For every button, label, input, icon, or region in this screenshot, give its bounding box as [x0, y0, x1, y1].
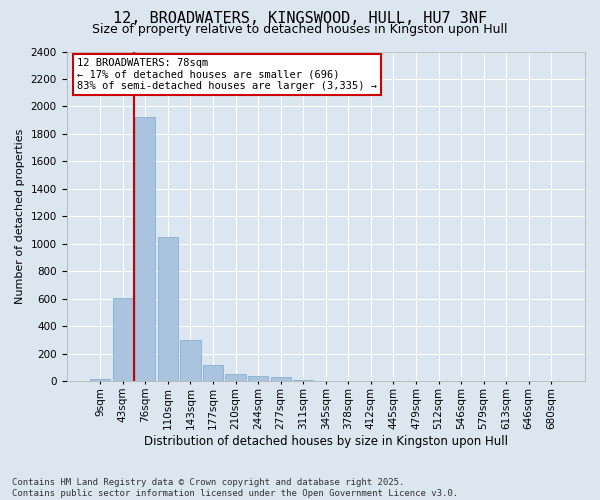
Text: 12, BROADWATERS, KINGSWOOD, HULL, HU7 3NF: 12, BROADWATERS, KINGSWOOD, HULL, HU7 3N…	[113, 11, 487, 26]
Text: Contains HM Land Registry data © Crown copyright and database right 2025.
Contai: Contains HM Land Registry data © Crown c…	[12, 478, 458, 498]
Text: 12 BROADWATERS: 78sqm
← 17% of detached houses are smaller (696)
83% of semi-det: 12 BROADWATERS: 78sqm ← 17% of detached …	[77, 58, 377, 92]
X-axis label: Distribution of detached houses by size in Kingston upon Hull: Distribution of detached houses by size …	[144, 434, 508, 448]
Bar	[226, 374, 246, 382]
Y-axis label: Number of detached properties: Number of detached properties	[15, 128, 25, 304]
Bar	[293, 380, 313, 382]
Bar	[158, 237, 178, 382]
Bar	[113, 298, 133, 382]
Bar	[271, 377, 291, 382]
Bar	[90, 379, 110, 382]
Bar	[135, 118, 155, 382]
Text: Size of property relative to detached houses in Kingston upon Hull: Size of property relative to detached ho…	[92, 22, 508, 36]
Bar	[248, 376, 268, 382]
Bar	[203, 365, 223, 382]
Bar	[181, 340, 200, 382]
